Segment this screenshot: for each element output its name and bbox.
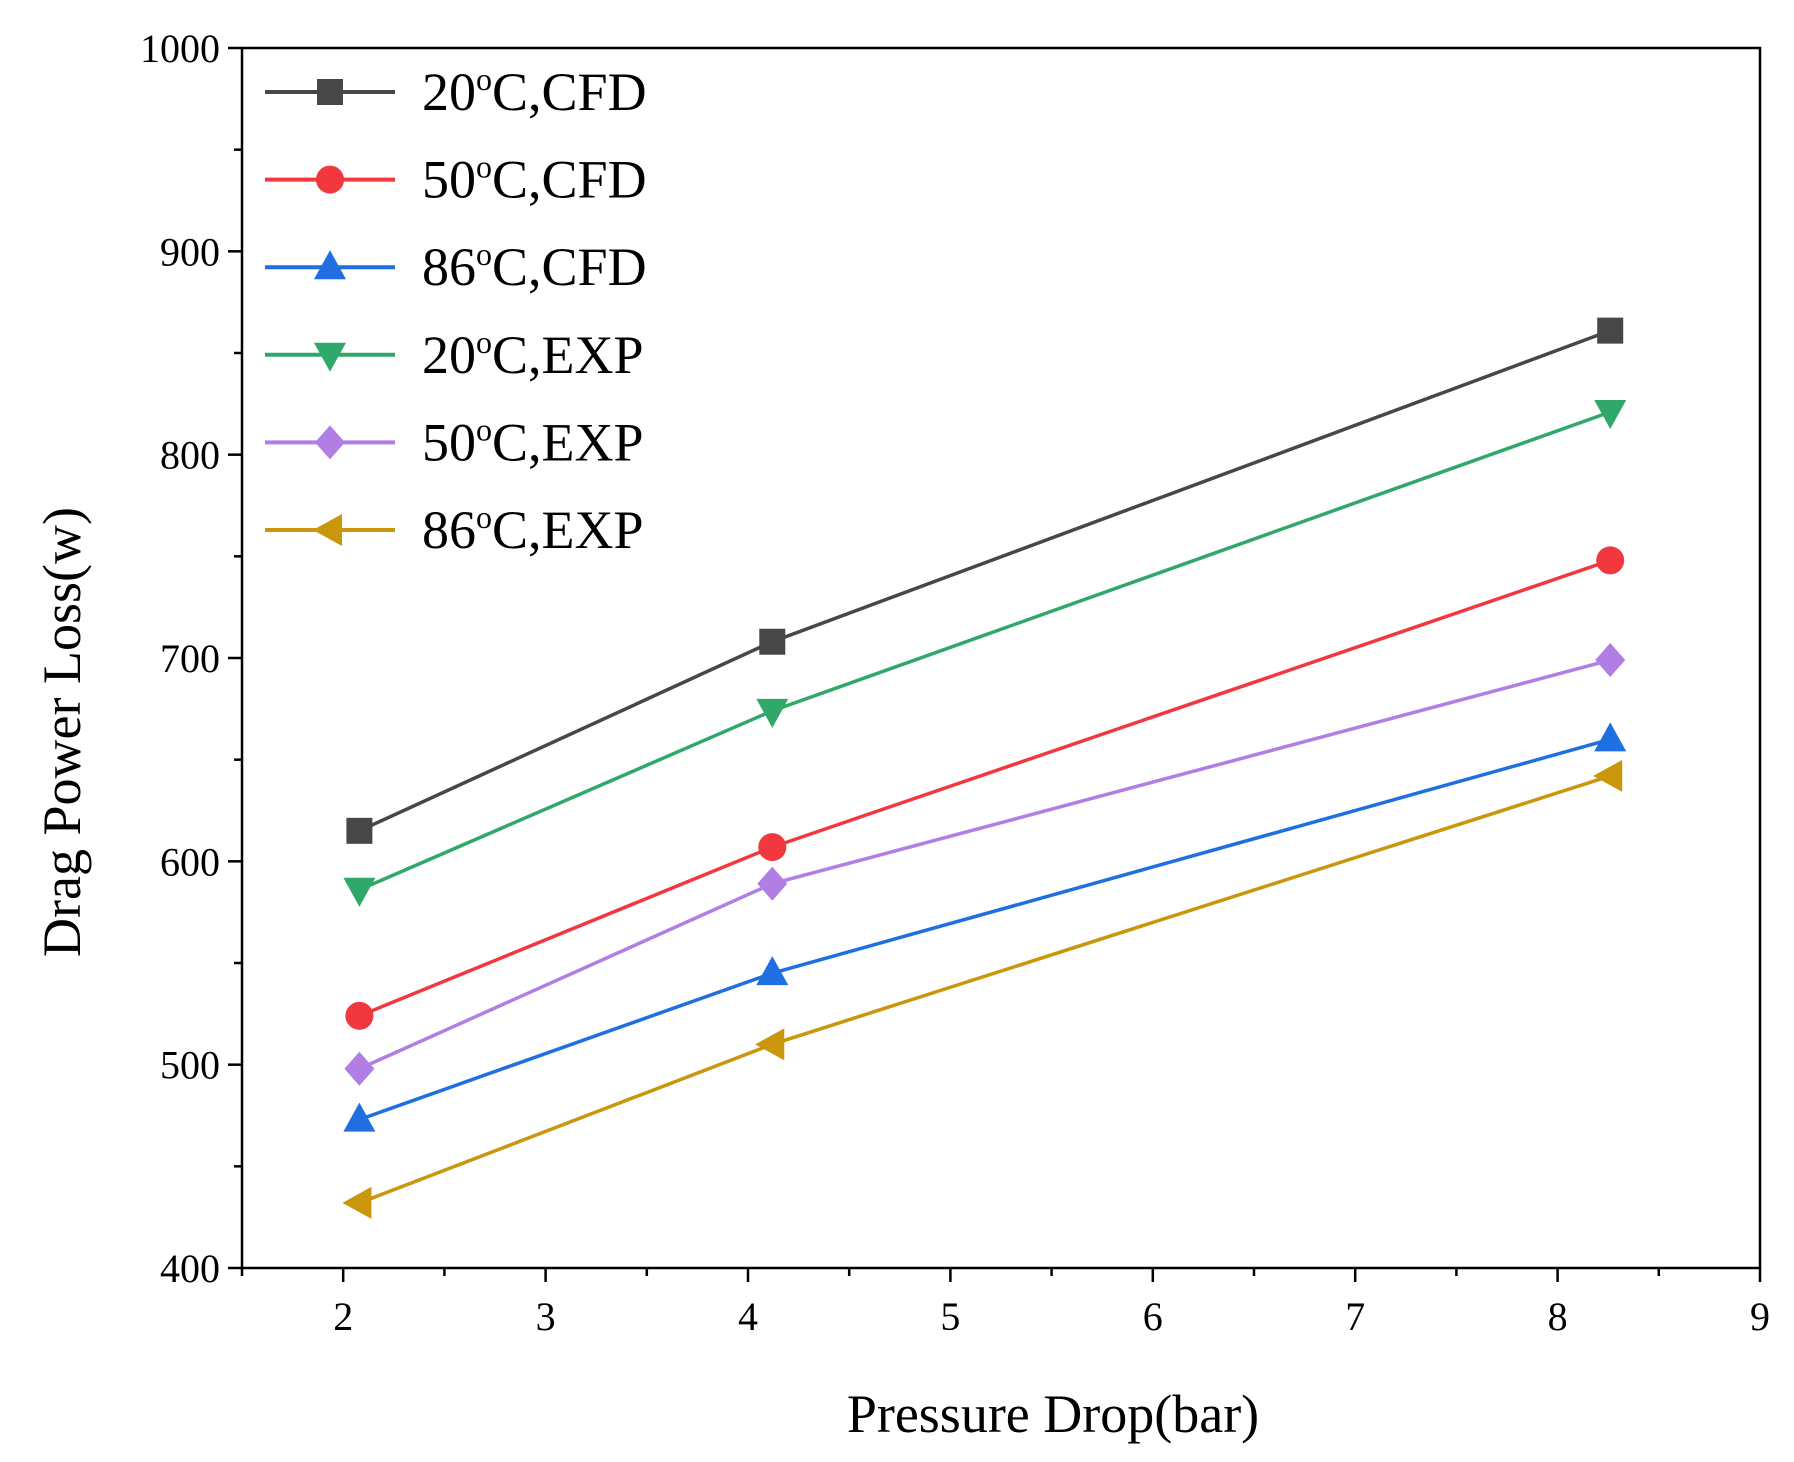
y-tick-label: 400 — [160, 1246, 220, 1291]
data-point — [1597, 317, 1624, 344]
plot-frame — [240, 46, 1762, 1270]
y-tick-label: 800 — [160, 433, 220, 478]
data-point — [342, 1186, 372, 1219]
legend-label-degree: o — [476, 236, 492, 272]
legend-label-degree: o — [476, 149, 492, 185]
data-point — [1593, 759, 1623, 792]
legend-marker — [314, 342, 346, 372]
legend-label-number: 86 — [422, 500, 476, 560]
data-point — [344, 1051, 375, 1086]
data-point — [756, 956, 789, 986]
legend-item: 50oC,CFD — [265, 149, 647, 210]
legend-label-rest: C,CFD — [492, 62, 647, 122]
x-tick-label: 8 — [1548, 1294, 1568, 1339]
series-line — [358, 774, 1611, 1205]
series-5 — [344, 643, 1626, 1086]
data-point — [346, 817, 373, 844]
legend-label-number: 50 — [422, 150, 476, 210]
legend-item: 20oC,EXP — [265, 324, 644, 385]
legend-item: 86oC,EXP — [265, 499, 644, 560]
data-point — [757, 866, 788, 901]
y-tick-label: 500 — [160, 1043, 220, 1088]
legend-marker — [315, 425, 345, 460]
legend-label: 50oC,EXP — [422, 411, 644, 472]
data-point — [343, 1102, 376, 1132]
data-point — [756, 698, 789, 728]
x-tick-label: 9 — [1750, 1294, 1770, 1339]
legend-marker — [316, 165, 344, 194]
data-point — [1595, 643, 1626, 678]
legend-label-number: 86 — [422, 237, 476, 297]
y-tick-label: 900 — [160, 229, 220, 274]
series-line — [358, 328, 1611, 833]
legend-marker — [313, 514, 342, 546]
data-point — [1594, 399, 1627, 429]
plot-area — [240, 46, 1762, 1270]
data-point — [758, 833, 787, 862]
legend-marker — [317, 79, 343, 105]
legend-label: 86oC,CFD — [422, 236, 647, 297]
series-line — [358, 658, 1611, 1071]
series-4 — [343, 399, 1627, 907]
x-axis-title: Pressure Drop(bar) — [847, 1384, 1259, 1444]
data-point — [755, 1028, 785, 1061]
legend-label-degree: o — [476, 499, 492, 535]
x-tick-label: 3 — [536, 1294, 556, 1339]
x-axis: 2 3 4 5 6 7 8 9 — [240, 1268, 1770, 1339]
series-2 — [345, 546, 1625, 1030]
series-line — [358, 410, 1611, 892]
y-tick-label: 600 — [160, 839, 220, 884]
legend-item: 86oC,CFD — [265, 236, 647, 297]
legend-label: 86oC,EXP — [422, 499, 644, 560]
legend-label-degree: o — [476, 324, 492, 360]
legend-label: 50oC,CFD — [422, 149, 647, 210]
legend-label-rest: C,CFD — [492, 150, 647, 210]
series-layer — [342, 317, 1627, 1219]
y-tick-label: 1000 — [140, 26, 220, 71]
legend-label-number: 50 — [422, 412, 476, 472]
legend-marker — [314, 250, 346, 280]
data-point — [1594, 722, 1627, 752]
legend-label-degree: o — [476, 411, 492, 447]
data-point — [1596, 546, 1625, 575]
legend-label-number: 20 — [422, 62, 476, 122]
x-tick-label: 2 — [333, 1294, 353, 1339]
data-point — [343, 877, 376, 907]
x-tick-label: 7 — [1345, 1294, 1365, 1339]
data-point — [759, 628, 786, 655]
legend-item: 20oC,CFD — [265, 61, 647, 122]
y-tick-label: 700 — [160, 636, 220, 681]
legend-label-rest: C,EXP — [492, 500, 644, 560]
legend-label: 20oC,EXP — [422, 324, 644, 385]
legend-item: 50oC,EXP — [265, 411, 644, 472]
legend-label-degree: o — [476, 61, 492, 97]
series-line — [358, 558, 1611, 1018]
legend-label-rest: C,CFD — [492, 237, 647, 297]
y-axis: 400 500 600 700 800 900 1000 — [140, 26, 242, 1291]
legend-label-rest: C,EXP — [492, 412, 644, 472]
x-tick-label: 5 — [940, 1294, 960, 1339]
series-1 — [346, 317, 1624, 844]
legend-label: 20oC,CFD — [422, 61, 647, 122]
series-line — [358, 737, 1611, 1122]
data-point — [345, 1001, 374, 1030]
legend-label-rest: C,EXP — [492, 325, 644, 385]
legend: 20oC,CFD50oC,CFD86oC,CFD20oC,EXP50oC,EXP… — [265, 61, 647, 560]
y-axis-title: Drag Power Loss(w) — [32, 507, 92, 957]
x-tick-label: 6 — [1143, 1294, 1163, 1339]
series-3 — [343, 722, 1627, 1132]
legend-label-number: 20 — [422, 325, 476, 385]
series-6 — [342, 759, 1623, 1219]
x-tick-label: 4 — [738, 1294, 758, 1339]
